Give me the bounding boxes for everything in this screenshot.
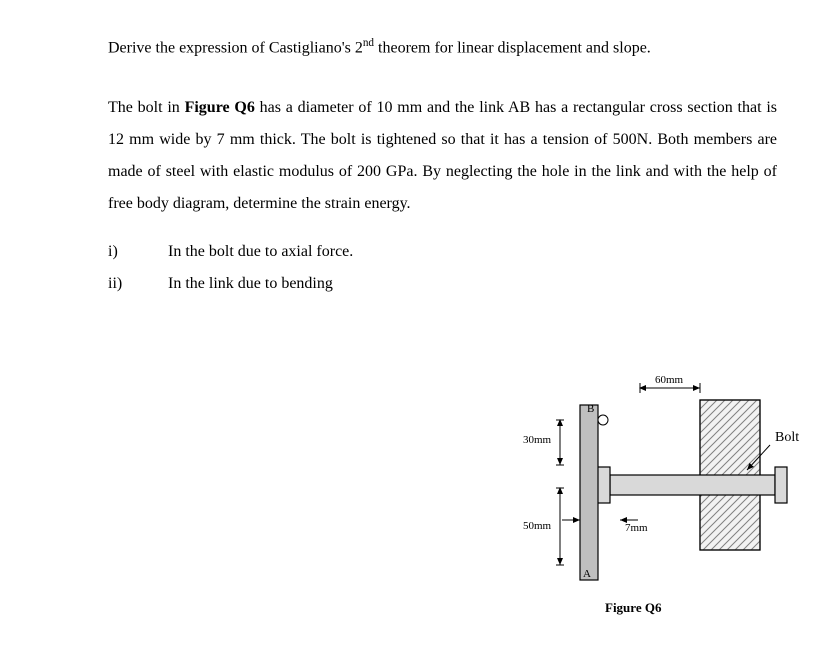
list-text-ii: In the link due to bending — [168, 268, 333, 300]
bolt-label: Bolt — [775, 430, 799, 446]
paragraph-1: Derive the expression of Castigliano's 2… — [108, 32, 777, 64]
p1-text-a: Derive the expression of Castigliano's 2 — [108, 39, 363, 56]
list-num-i: i) — [108, 236, 168, 268]
page: Derive the expression of Castigliano's 2… — [0, 0, 837, 647]
list-text-i: In the bolt due to axial force. — [168, 236, 353, 268]
paragraph-2: The bolt in Figure Q6 has a diameter of … — [108, 92, 777, 220]
dim-60mm-label: 60mm — [655, 374, 683, 386]
p2-text-a: The bolt in — [108, 99, 185, 116]
list: i) In the bolt due to axial force. ii) I… — [108, 236, 777, 300]
dim-7mm-label: 7mm — [625, 522, 648, 534]
dim-30mm-label: 30mm — [523, 434, 551, 446]
point-b-label: B — [587, 403, 594, 415]
figure-ref: Figure Q6 — [185, 99, 255, 116]
dim-50mm-label: 50mm — [523, 520, 551, 532]
list-num-ii: ii) — [108, 268, 168, 300]
point-a-label: A — [583, 568, 591, 580]
figure-svg — [475, 370, 815, 610]
p1-sup: nd — [363, 37, 374, 49]
list-item-i: i) In the bolt due to axial force. — [108, 236, 777, 268]
p1-text-b: theorem for linear displacement and slop… — [374, 39, 651, 56]
figure-caption: Figure Q6 — [605, 600, 661, 616]
list-item-ii: ii) In the link due to bending — [108, 268, 777, 300]
figure-q6: 60mm 30mm 50mm 7mm Bolt B A Figure Q6 — [475, 370, 815, 630]
